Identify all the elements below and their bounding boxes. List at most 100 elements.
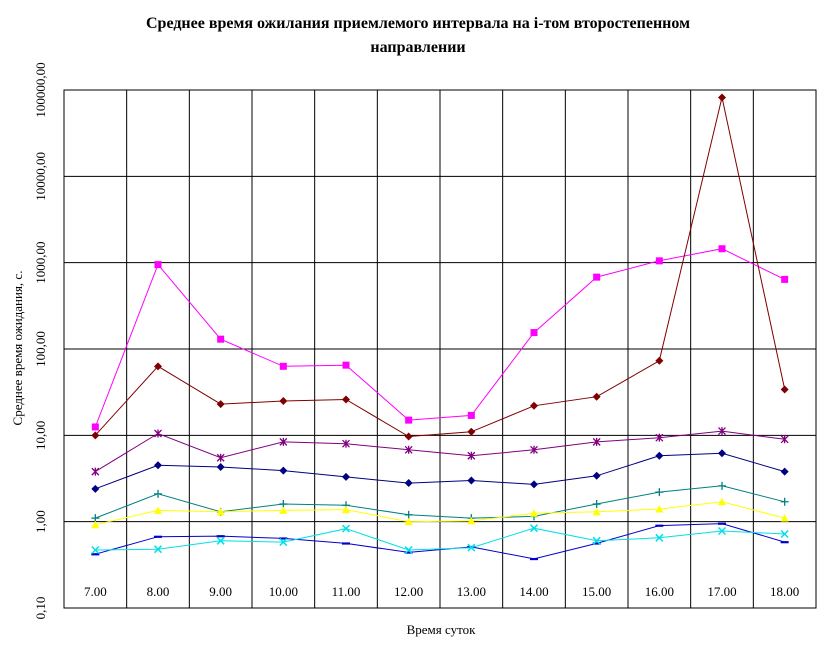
data-point	[718, 449, 726, 458]
data-point	[780, 435, 789, 444]
data-point	[655, 524, 664, 527]
series-1	[91, 245, 789, 431]
data-point	[467, 411, 475, 419]
series-line	[94, 97, 786, 438]
x-tick-label: 12.00	[394, 584, 423, 599]
data-point	[154, 461, 162, 470]
x-tick-label: 16.00	[645, 584, 674, 599]
data-point	[655, 257, 663, 265]
data-point	[780, 529, 789, 539]
x-tick-label: 14.00	[519, 584, 548, 599]
tick-labels: 0,10 1,00 10,00 100,00 1000,00 10000,00 100000…	[33, 62, 799, 619]
data-point	[91, 514, 100, 523]
data-point	[718, 497, 726, 506]
data-point	[91, 431, 100, 440]
y-tick-label: 10,00	[33, 421, 48, 450]
series-3	[91, 427, 789, 476]
x-tick-label: 9.00	[209, 584, 232, 599]
x-tick-label: 11.00	[332, 584, 361, 599]
data-point	[91, 520, 100, 529]
data-point	[216, 400, 225, 409]
x-tick-label: 13.00	[457, 584, 486, 599]
data-point	[780, 467, 789, 476]
data-point	[279, 538, 288, 547]
series-line	[95, 527, 785, 551]
data-point	[279, 437, 288, 446]
data-point	[592, 500, 601, 509]
data-point	[216, 453, 225, 462]
data-point	[342, 361, 350, 369]
data-point	[341, 524, 351, 533]
data-point	[718, 522, 726, 525]
data-point	[279, 396, 288, 405]
data-point	[655, 505, 664, 513]
data-point	[655, 451, 664, 460]
series-line	[95, 485, 785, 519]
series-line	[95, 452, 785, 490]
data-point	[467, 516, 476, 525]
x-tick-label: 15.00	[582, 584, 611, 599]
series-8	[91, 524, 789, 555]
data-point	[530, 329, 538, 337]
data-point	[592, 536, 601, 545]
x-axis-title: Время суток	[407, 622, 477, 637]
data-point	[342, 472, 350, 481]
series-4	[91, 449, 789, 493]
series-line	[95, 523, 785, 560]
data-point	[781, 275, 789, 283]
data-point	[592, 542, 601, 545]
data-point	[655, 433, 664, 442]
data-point	[154, 506, 162, 514]
data-point	[592, 392, 601, 401]
data-point	[405, 416, 413, 424]
data-point	[404, 445, 413, 454]
x-tick-label: 7.00	[84, 584, 107, 599]
data-point	[91, 484, 100, 493]
y-tick-label: 10000,00	[33, 152, 48, 201]
data-point	[404, 510, 413, 519]
data-point	[404, 479, 413, 488]
data-point	[279, 466, 288, 475]
data-point	[655, 356, 664, 365]
data-point	[717, 526, 727, 536]
data-point	[530, 509, 538, 517]
series-2	[91, 93, 789, 441]
grid	[63, 89, 817, 609]
data-point	[154, 489, 162, 498]
data-point	[530, 445, 538, 454]
y-tick-label: 100,00	[33, 331, 48, 367]
data-point	[780, 541, 789, 544]
data-point	[467, 451, 476, 460]
series-group	[91, 93, 789, 561]
data-point	[342, 395, 350, 404]
series-line	[94, 248, 785, 428]
y-tick-label: 1000,00	[33, 242, 48, 284]
data-point	[655, 488, 664, 497]
x-tick-label: 18.00	[770, 584, 799, 599]
data-point	[530, 557, 538, 561]
data-point	[718, 245, 726, 253]
series-6	[91, 497, 789, 529]
data-point	[593, 273, 601, 281]
data-point	[279, 362, 287, 370]
data-point	[342, 505, 350, 514]
series-line	[95, 501, 785, 526]
chart-title-line-2: направлении	[370, 39, 465, 56]
data-point	[279, 537, 288, 540]
data-point	[592, 437, 601, 446]
data-point	[154, 429, 162, 438]
data-point	[342, 439, 350, 448]
data-point	[91, 545, 100, 555]
chart-title-line-1: Среднее время ожилания приемлемого интер…	[146, 15, 690, 32]
data-point	[592, 507, 601, 516]
x-tick-label: 17.00	[707, 584, 736, 599]
data-point	[404, 432, 413, 441]
x-tick-label: 8.00	[147, 584, 170, 599]
y-tick-label: 100000,00	[33, 62, 48, 117]
y-axis-title: Среднее время ожидания, с.	[10, 271, 25, 426]
data-point	[780, 497, 789, 506]
data-point	[467, 476, 476, 485]
data-point	[467, 543, 476, 552]
y-tick-label: 0,10	[33, 597, 48, 620]
